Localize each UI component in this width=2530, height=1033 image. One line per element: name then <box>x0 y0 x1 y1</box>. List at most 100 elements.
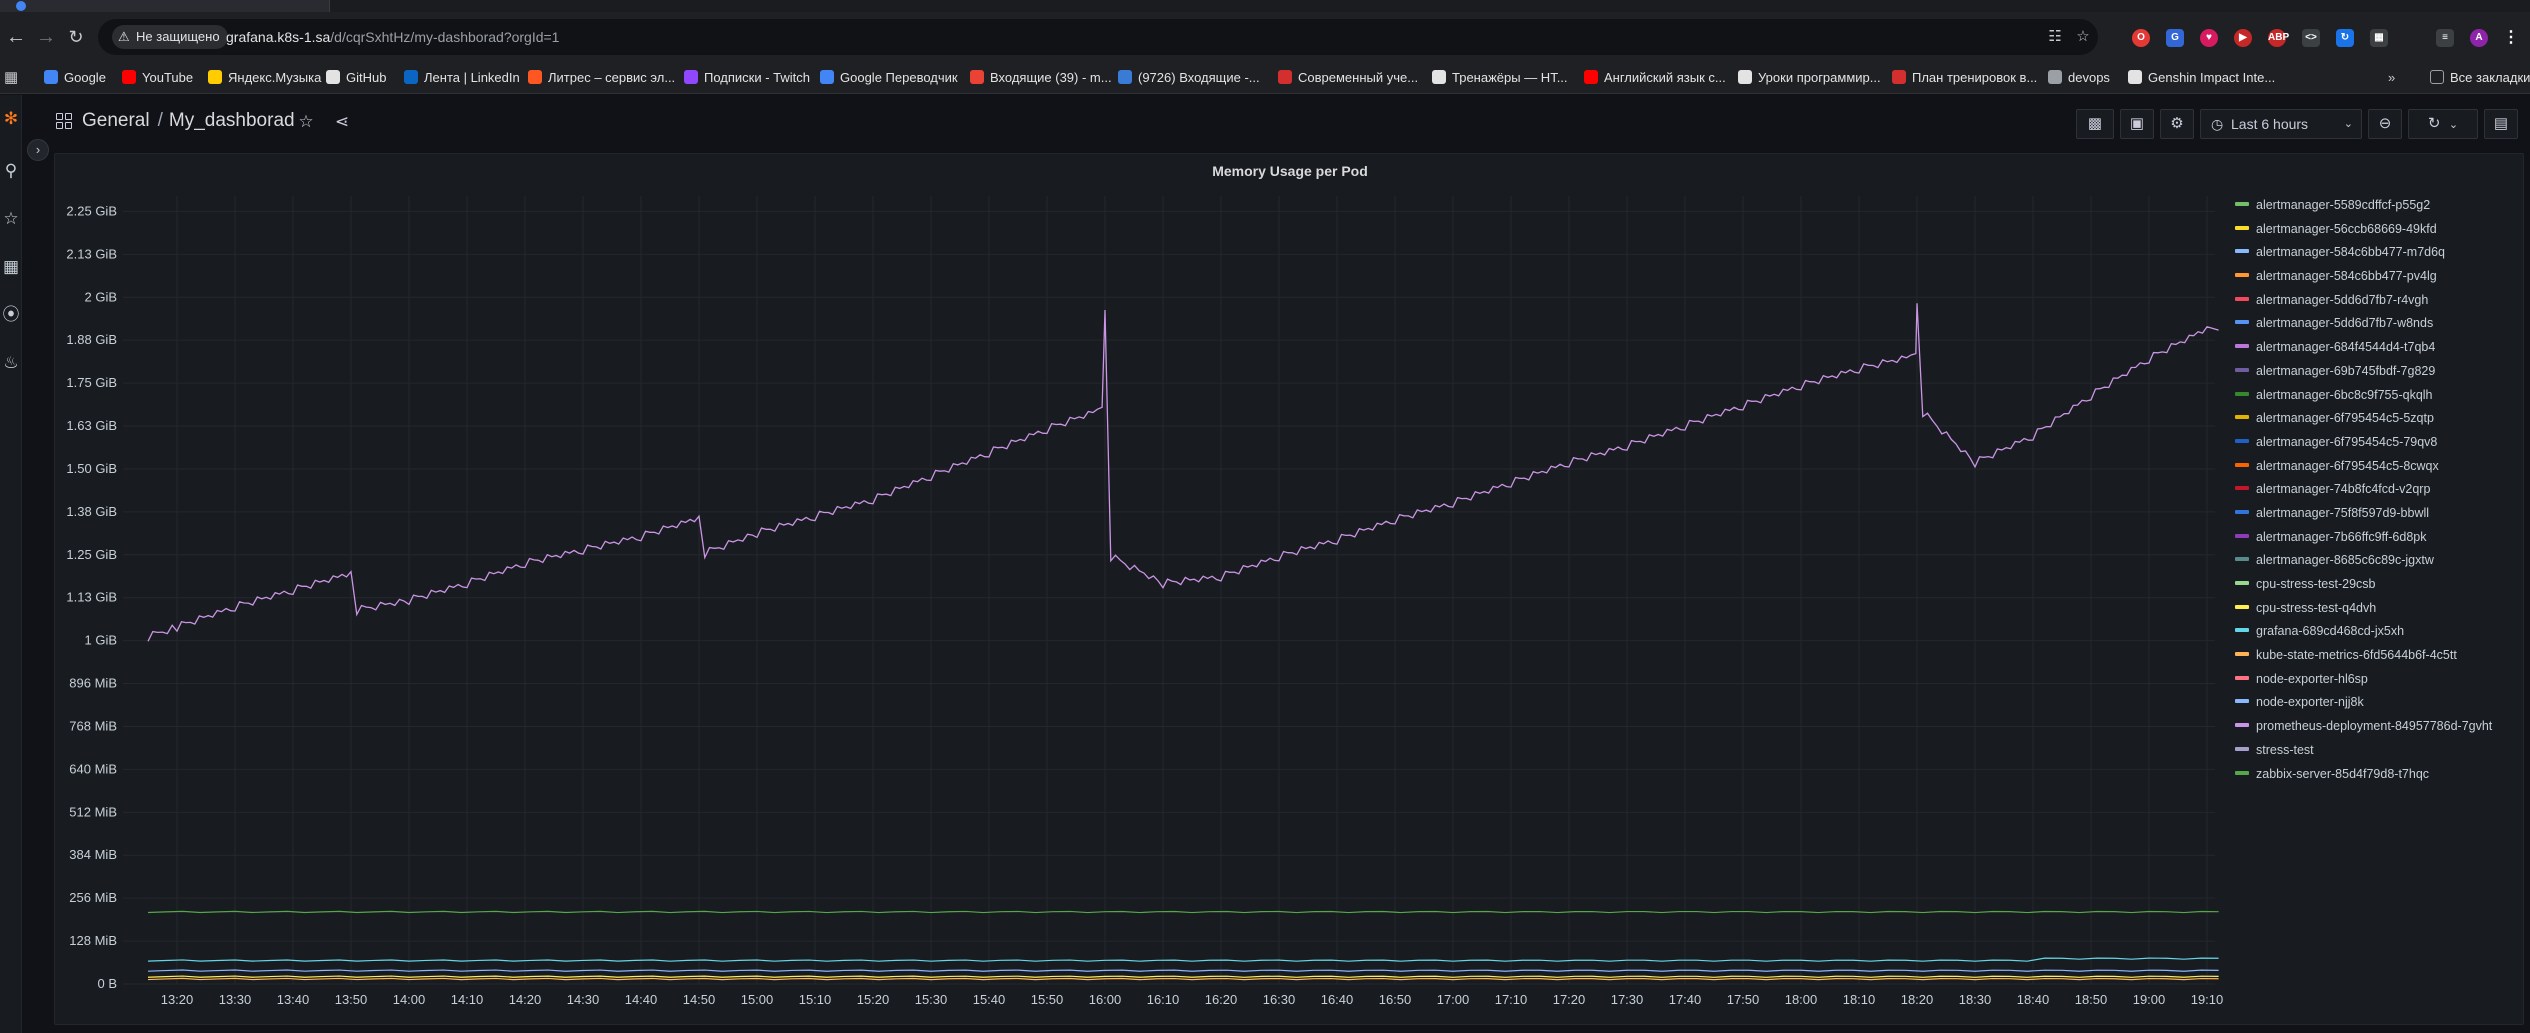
bookmark-item[interactable]: Google Переводчик <box>820 62 958 94</box>
refresh-icon: ↻ <box>2427 115 2441 132</box>
bookmark-favicon-icon <box>326 70 340 84</box>
legend-label: alertmanager-6f795454c5-5zqtp <box>2256 411 2434 426</box>
browser-tab[interactable] <box>0 0 330 12</box>
starred-icon[interactable]: ☆ <box>3 209 19 228</box>
refresh-button[interactable]: ↻ ⌄ <box>2408 109 2478 139</box>
explore-compass-icon[interactable]: ⦿ <box>2 305 20 324</box>
legend-item[interactable]: alertmanager-56ccb68669-49kfd <box>2235 218 2525 242</box>
legend-item[interactable]: zabbix-server-85d4f79d8-t7hqc <box>2235 763 2525 787</box>
legend-item[interactable]: grafana-689cd468cd-jx5xh <box>2235 620 2525 644</box>
grafana-logo-icon[interactable]: ✻ <box>3 109 19 128</box>
star-icon[interactable]: ☆ <box>298 112 314 131</box>
bookmark-item[interactable]: Уроки программир... <box>1738 62 1881 94</box>
bookmark-item[interactable]: Современный уче... <box>1278 62 1418 94</box>
tv-mode-button[interactable]: ▤ <box>2484 109 2518 139</box>
legend-item[interactable]: node-exporter-njj8k <box>2235 691 2525 715</box>
add-panel-button[interactable]: ▩ <box>2076 109 2114 139</box>
legend-item[interactable]: alertmanager-8685c6c89c-jgxtw <box>2235 549 2525 573</box>
dashboards-icon[interactable]: ▦ <box>2 257 20 276</box>
legend-item[interactable]: cpu-stress-test-29csb <box>2235 573 2525 597</box>
legend-item[interactable]: stress-test <box>2235 739 2525 763</box>
bookmark-item[interactable]: YouTube <box>122 62 193 94</box>
all-bookmarks[interactable]: Все закладки <box>2430 62 2530 94</box>
legend-swatch <box>2235 652 2249 657</box>
x-tick-label: 14:10 <box>451 992 484 1007</box>
extension-youtube-icon[interactable]: ▶ <box>2234 29 2252 47</box>
url-text[interactable]: grafana.k8s-1.sa/d/cqrSxhtHz/my-dashbora… <box>226 19 559 55</box>
extension-translate-icon[interactable]: G <box>2166 29 2184 47</box>
legend-item[interactable]: alertmanager-6f795454c5-5zqtp <box>2235 407 2525 431</box>
legend-item[interactable]: alertmanager-584c6bb477-m7d6q <box>2235 241 2525 265</box>
bookmark-item[interactable]: Genshin Impact Inte... <box>2128 62 2275 94</box>
time-picker-button[interactable]: ◷ Last 6 hours ⌄ <box>2200 109 2362 139</box>
dashboard-settings-button[interactable]: ⚙ <box>2160 109 2194 139</box>
legend-item[interactable]: alertmanager-6bc8c9f755-qkqlh <box>2235 384 2525 408</box>
legend-item[interactable]: alertmanager-5dd6d7fb7-w8nds <box>2235 312 2525 336</box>
more-bookmarks-icon[interactable]: » <box>2388 70 2396 85</box>
page-title[interactable]: My_dashborad <box>168 110 295 131</box>
legend-item[interactable]: alertmanager-584c6bb477-pv4lg <box>2235 265 2525 289</box>
legend-item[interactable]: alertmanager-5589cdffcf-p55g2 <box>2235 194 2525 218</box>
memory-usage-chart[interactable]: 0 B 128 MiB 256 MiB 384 MiB 512 MiB 640 MiB 76… <box>55 154 2235 1026</box>
legend-item[interactable]: alertmanager-6f795454c5-79qv8 <box>2235 431 2525 455</box>
browser-menu-icon[interactable]: ⋮ <box>2503 29 2519 46</box>
bookmark-item[interactable]: GitHub <box>326 62 386 94</box>
insecure-badge[interactable]: ⚠ Не защищено <box>112 25 228 49</box>
legend-item[interactable]: alertmanager-75f8f597d9-bbwll <box>2235 502 2525 526</box>
legend-item[interactable]: alertmanager-7b66ffc9ff-6d8pk <box>2235 526 2525 550</box>
legend-item[interactable]: alertmanager-6f795454c5-8cwqx <box>2235 455 2525 479</box>
extensions-puzzle-icon[interactable]: ▦ <box>2370 29 2388 47</box>
reload-icon[interactable]: ↻ <box>68 27 84 47</box>
bookmark-item[interactable]: Литрес – сервис эл... <box>528 62 675 94</box>
extension-adblock-icon[interactable]: ABP <box>2268 29 2289 47</box>
save-dashboard-button[interactable]: ▣ <box>2120 109 2154 139</box>
bookmark-item[interactable]: План тренировок в... <box>1892 62 2037 94</box>
insecure-label: Не защищено <box>136 29 220 44</box>
legend-item[interactable]: cpu-stress-test-q4dvh <box>2235 597 2525 621</box>
legend-item[interactable]: alertmanager-74b8fc4fcd-v2qrp <box>2235 478 2525 502</box>
back-arrow-icon[interactable]: ← <box>6 26 26 48</box>
expand-menu-button[interactable]: › <box>27 139 49 161</box>
bookmark-item[interactable]: Яндекс.Музыка <box>208 62 321 94</box>
bookmark-item[interactable]: Лента | LinkedIn <box>404 62 520 94</box>
legend-label: alertmanager-584c6bb477-pv4lg <box>2256 269 2437 284</box>
legend-item[interactable]: alertmanager-684f4544d4-t7qb4 <box>2235 336 2525 360</box>
legend-item[interactable]: kube-state-metrics-6fd5644b6f-4c5tt <box>2235 644 2525 668</box>
y-tick-label: 128 MiB <box>69 933 117 948</box>
profile-avatar[interactable]: A <box>2470 29 2488 47</box>
bookmark-item[interactable]: Английский язык с... <box>1584 62 1726 94</box>
extension-vpn-icon[interactable]: ↻ <box>2336 29 2354 47</box>
bookmark-item[interactable]: (9726) Входящие -... <box>1118 62 1260 94</box>
memory-usage-panel[interactable]: Memory Usage per Pod 0 B 128 MiB 256 MiB 38… <box>54 153 2524 1025</box>
bookmark-label: GitHub <box>346 70 387 85</box>
bookmark-item[interactable]: devops <box>2048 62 2110 94</box>
translate-icon[interactable]: ☷ <box>2048 28 2062 45</box>
reading-list-icon[interactable]: ≡ <box>2436 29 2454 47</box>
zoom-out-button[interactable]: ⊖ <box>2368 109 2402 139</box>
apps-grid-icon[interactable]: ▦ <box>4 69 19 86</box>
share-icon[interactable]: ⋖ <box>334 112 350 131</box>
extension-dev-icon[interactable]: <> <box>2302 29 2320 47</box>
grafana-app: ✻ ⚲ ☆ ▦ ⦿ ♨ › General / My_dashborad ☆ ⋖ ▩… <box>0 95 2530 1033</box>
search-icon[interactable]: ⚲ <box>4 161 18 180</box>
bookmark-star-icon[interactable]: ☆ <box>2076 28 2090 45</box>
forward-arrow-icon[interactable]: → <box>36 26 56 48</box>
series-line-kube-state-metrics-6fd5644b6f-4c5tt <box>147 977 2219 981</box>
extension-heart-icon[interactable]: ♥ <box>2200 29 2218 47</box>
x-tick-label: 15:20 <box>857 992 890 1007</box>
bookmark-item[interactable]: Тренажёры — HT... <box>1432 62 1568 94</box>
legend-item[interactable]: node-exporter-hl6sp <box>2235 668 2525 692</box>
alerting-bell-icon[interactable]: ♨ <box>3 353 19 372</box>
panel-title[interactable]: Memory Usage per Pod <box>1212 163 1368 179</box>
bookmark-item[interactable]: Входящие (39) - m... <box>970 62 1112 94</box>
breadcrumb-folder[interactable]: General <box>82 110 150 131</box>
chart-legend: alertmanager-5589cdffcf-p55g2 alertmanage… <box>2235 194 2525 786</box>
legend-item[interactable]: alertmanager-5dd6d7fb7-r4vgh <box>2235 289 2525 313</box>
legend-item[interactable]: prometheus-deployment-84957786d-7gvht <box>2235 715 2525 739</box>
legend-swatch <box>2235 699 2249 704</box>
bookmark-item[interactable]: Подписки - Twitch <box>684 62 810 94</box>
bookmark-item[interactable]: Google <box>44 62 106 94</box>
address-bar[interactable]: ⚠ Не защищено grafana.k8s-1.sa/d/cqrSxhtH… <box>98 19 2098 55</box>
extension-opera-icon[interactable]: O <box>2132 29 2150 47</box>
legend-item[interactable]: alertmanager-69b745fbdf-7g829 <box>2235 360 2525 384</box>
